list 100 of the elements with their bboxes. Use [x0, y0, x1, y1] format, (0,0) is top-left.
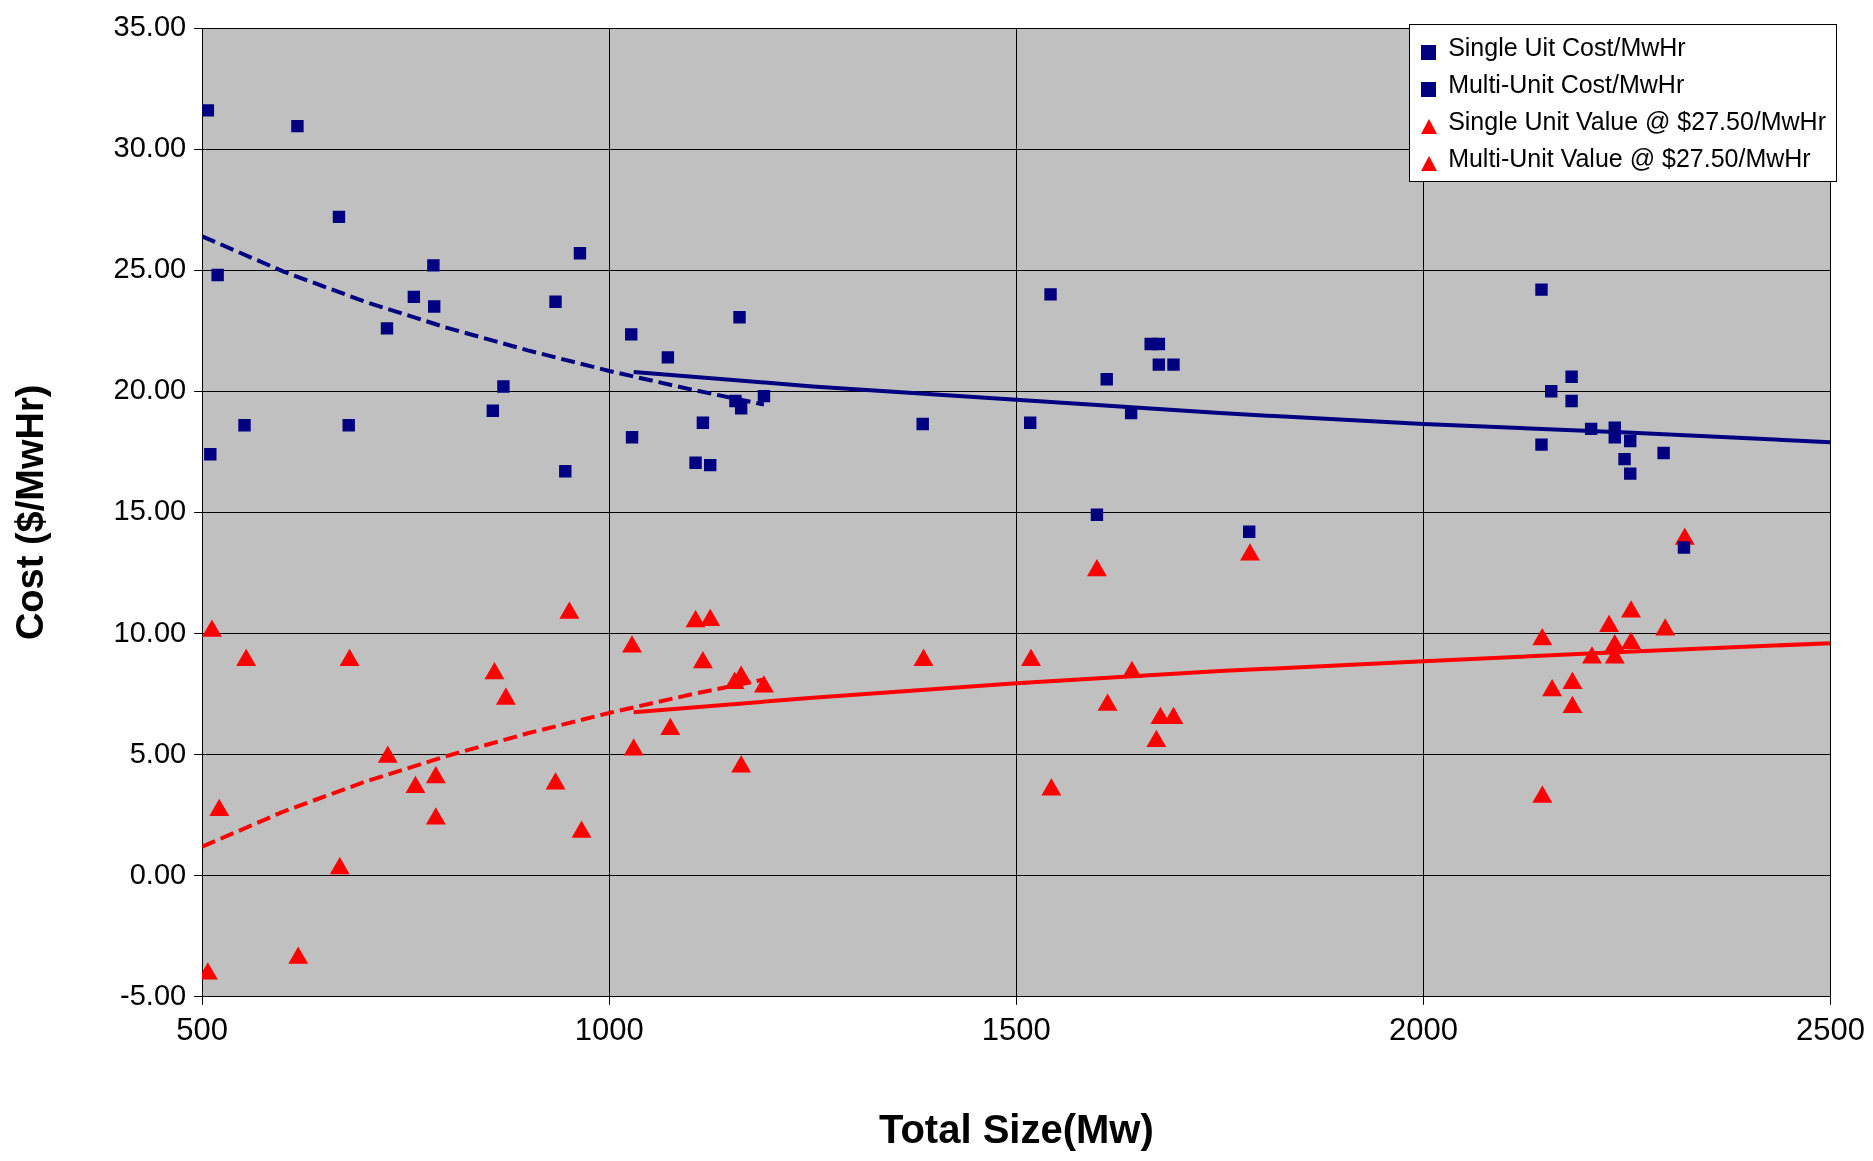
point [342, 419, 355, 432]
point [1535, 283, 1548, 296]
point [1100, 372, 1113, 386]
point [1152, 358, 1166, 371]
point [340, 649, 359, 666]
point [733, 310, 746, 324]
point [1582, 647, 1602, 664]
point [1584, 422, 1598, 436]
x-axis-title: Total Size(Mw) [878, 1107, 1154, 1152]
point [330, 858, 349, 875]
point [1021, 649, 1041, 666]
point [428, 300, 441, 313]
point [661, 351, 675, 364]
point [1240, 544, 1260, 561]
point [378, 746, 397, 763]
point [1565, 394, 1578, 408]
point [546, 773, 565, 790]
point [1563, 697, 1582, 714]
point [693, 652, 712, 669]
point [549, 295, 562, 308]
point [211, 268, 224, 282]
x-tick-label: 500 [176, 1011, 229, 1047]
point [689, 456, 702, 469]
point [701, 609, 720, 626]
point [1563, 672, 1582, 689]
point [725, 672, 744, 689]
point [559, 465, 572, 478]
y-tick-label: 30.00 [113, 131, 187, 164]
point [1087, 560, 1106, 577]
y-tick-label: 20.00 [113, 373, 187, 406]
point [1618, 452, 1631, 466]
legend-label: Single Unit Value @ $27.50/MwHr [1448, 107, 1826, 136]
point [1042, 779, 1061, 796]
legend-label: Multi-Unit Value @ $27.50/MwHr [1448, 144, 1811, 173]
point [202, 104, 215, 117]
x-tick-label: 2000 [1388, 1011, 1458, 1047]
point [1044, 288, 1057, 301]
point [661, 718, 680, 735]
point [696, 416, 710, 429]
point [1090, 508, 1104, 522]
y-tick-label: 25.00 [113, 252, 187, 285]
point [332, 210, 346, 224]
x-tick-label: 2500 [1796, 1011, 1865, 1047]
point [1622, 601, 1641, 618]
y-tick-label: -5.00 [120, 978, 187, 1011]
point [686, 611, 705, 628]
legend-label: Multi-Unit Cost/MwHr [1448, 70, 1685, 99]
point [237, 649, 256, 666]
point [426, 808, 445, 825]
point [1656, 619, 1675, 636]
point [1545, 385, 1558, 398]
point [916, 417, 929, 431]
point [1122, 662, 1141, 678]
point [380, 322, 394, 335]
point [754, 676, 773, 693]
x-tick-label: 1000 [574, 1011, 644, 1047]
point [625, 328, 638, 341]
point [427, 259, 440, 272]
point [573, 247, 587, 260]
point [406, 777, 425, 794]
point [914, 649, 933, 666]
point [497, 380, 510, 393]
point [485, 663, 504, 680]
point [757, 389, 771, 403]
y-tick-label: 0.00 [129, 857, 187, 890]
point [210, 800, 229, 817]
x-tick-label: 1500 [981, 1011, 1051, 1047]
point [289, 947, 308, 964]
point [238, 419, 251, 432]
point [623, 636, 642, 653]
point [1677, 541, 1691, 554]
point [1533, 786, 1552, 803]
y-axis-title: Cost ($/MwHr) [9, 384, 52, 641]
y-tick-label: 10.00 [113, 615, 187, 648]
point [426, 767, 445, 784]
point [1622, 632, 1641, 649]
point [1600, 615, 1619, 632]
point [732, 756, 751, 773]
point [1152, 337, 1166, 351]
point [1535, 438, 1548, 451]
point [1124, 406, 1138, 420]
y-tick-label: 5.00 [129, 736, 187, 769]
point [560, 602, 579, 619]
point [1098, 694, 1117, 711]
point [1147, 731, 1166, 748]
legend-label: Single Uit Cost/MwHr [1448, 33, 1686, 62]
point [291, 119, 304, 133]
point [572, 821, 591, 838]
point [407, 290, 421, 304]
point [1543, 680, 1562, 697]
point [1565, 370, 1578, 383]
point [1533, 629, 1552, 646]
point [1624, 467, 1637, 480]
point [1605, 635, 1624, 652]
point [624, 739, 643, 756]
y-tick-label: 35.00 [113, 10, 187, 42]
point [204, 448, 217, 461]
y-tick-label: 15.00 [113, 494, 187, 527]
point [704, 458, 717, 472]
point [1657, 446, 1670, 460]
